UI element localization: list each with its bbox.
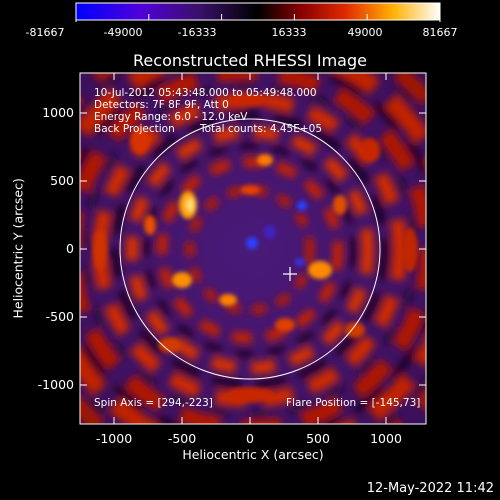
solar-limb-circle <box>119 118 381 380</box>
detectors-text: Detectors: 7F 8F 9F, Att 0 <box>94 99 229 111</box>
x-tick-label: -500 <box>167 431 197 446</box>
y-tick-label: 1000 <box>42 105 74 120</box>
spin-axis-cross <box>283 267 297 281</box>
time-range-text: 10-Jul-2012 05:43:48.000 to 05:49:48.000 <box>94 87 317 99</box>
colorbar <box>75 2 441 22</box>
colorbar-tick: -16333 <box>177 26 217 39</box>
colorbar-tick: -81667 <box>25 26 65 39</box>
x-axis-label: Heliocentric X (arcsec) <box>182 447 324 462</box>
colorbar-tick: -49000 <box>103 26 143 39</box>
spin-axis-text: Spin Axis = [294,-223] <box>94 397 213 409</box>
x-tick-label: 500 <box>306 431 330 446</box>
y-tick-label: 500 <box>50 173 74 188</box>
total-counts-text: Total counts: 4.45E+05 <box>200 123 323 135</box>
x-tick-label: -1000 <box>95 431 133 446</box>
y-tick-label: -1000 <box>37 377 74 392</box>
plot-title: Reconstructed RHESSI Image <box>133 51 367 70</box>
energy-range-text: Energy Range: 6.0 - 12.0 keV <box>94 111 248 123</box>
timestamp: 12-May-2022 11:42 <box>366 481 494 496</box>
y-tick-label: -500 <box>45 309 74 324</box>
x-tick-label: 0 <box>246 431 254 446</box>
flare-position-text: Flare Position = [-145,73] <box>286 397 421 409</box>
x-tick-label: 1000 <box>370 431 402 446</box>
colorbar-tick: 81667 <box>422 26 458 39</box>
colorbar-tick: 16333 <box>271 26 307 39</box>
y-axis-label: Heliocentric Y (arcsec) <box>10 178 26 319</box>
method-text: Back Projection <box>94 123 175 135</box>
y-tick-label: 0 <box>66 241 74 256</box>
colorbar-tick: 49000 <box>347 26 383 39</box>
